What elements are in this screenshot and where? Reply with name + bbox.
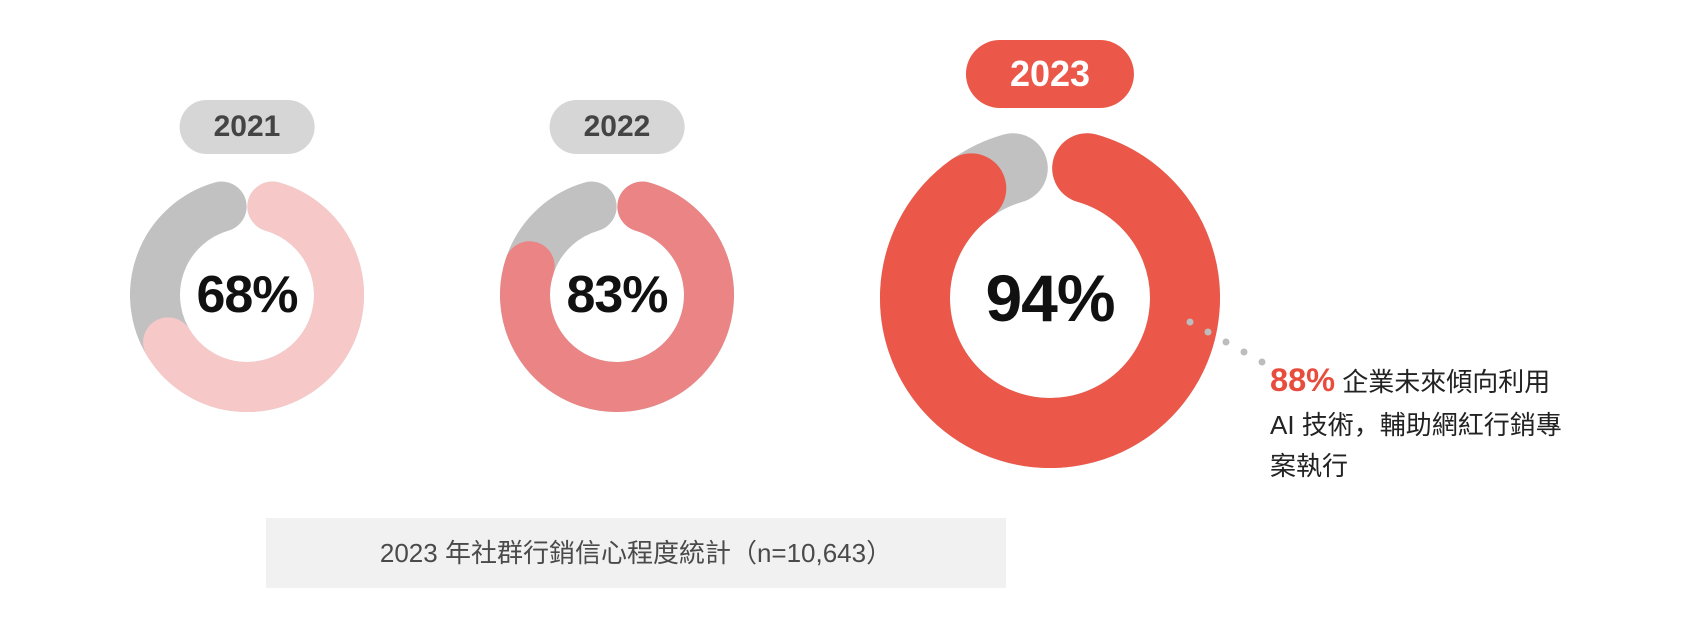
year-pill-2022: 2022 <box>550 100 685 154</box>
donut-2021-ring: 68% <box>130 178 364 412</box>
year-pill-2021: 2021 <box>180 100 315 154</box>
donut-2021-value: 68% <box>196 265 297 325</box>
year-pill-2023: 2023 <box>966 40 1134 108</box>
infographic-canvas: 2021 68% 2022 83% 2023 94% 88% 企業未來傾向利用 … <box>0 0 1688 640</box>
donut-2023-ring: 94% <box>880 128 1220 468</box>
annotation-leader-dots <box>1180 312 1272 372</box>
caption-bar: 2023 年社群行銷信心程度統計（n=10,643） <box>266 518 1006 588</box>
annotation-highlight-value: 88% <box>1270 362 1335 398</box>
donut-2023-value: 94% <box>985 260 1114 336</box>
annotation-text: 88% 企業未來傾向利用 AI 技術，輔助網紅行銷專案執行 <box>1270 355 1580 486</box>
donut-2022-ring: 83% <box>500 178 734 412</box>
donut-2022-value: 83% <box>566 265 667 325</box>
